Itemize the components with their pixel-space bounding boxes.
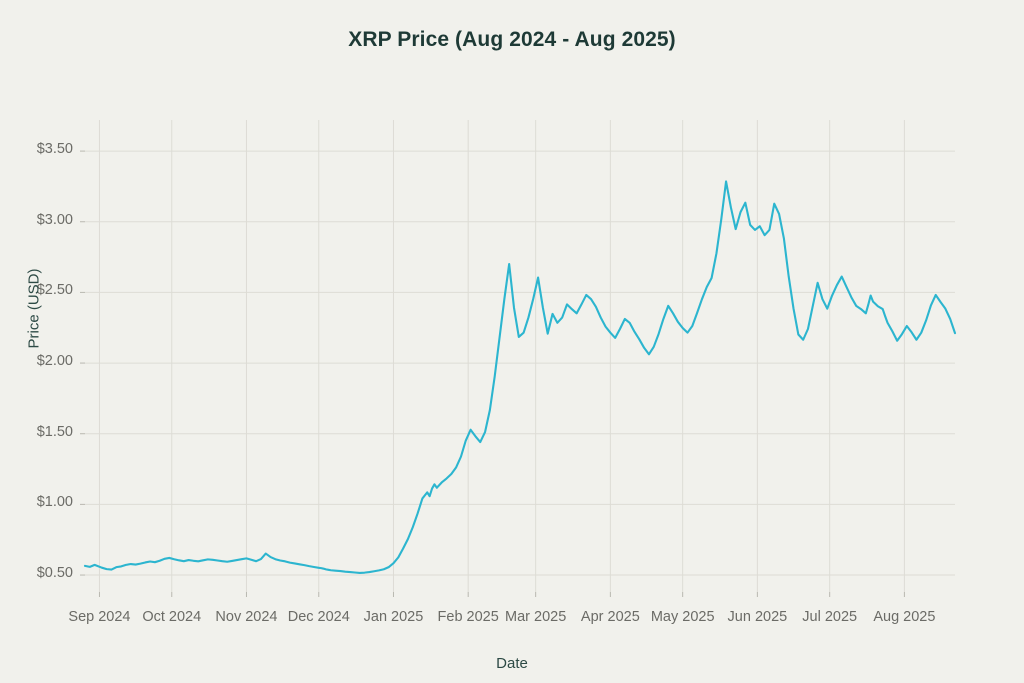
x-tick-label: Jul 2025 <box>802 609 858 625</box>
x-axis-title: Date <box>496 655 528 672</box>
y-axis-title: Price (USD) <box>25 268 43 349</box>
x-tick-label: Sep 2024 <box>68 609 131 625</box>
y-tick-label: $1.00 <box>36 494 73 511</box>
x-tick-label: Oct 2024 <box>142 609 202 625</box>
x-tick-label: Dec 2024 <box>287 609 350 625</box>
y-tick-label: $1.50 <box>36 423 73 440</box>
x-tick-label: May 2025 <box>650 609 715 625</box>
y-tick-label: $2.50 <box>36 282 73 299</box>
x-tick-label: Jan 2025 <box>363 609 424 625</box>
price-line-series <box>83 180 957 574</box>
x-tick-label: Mar 2025 <box>505 609 567 625</box>
x-gridlines <box>98 120 905 592</box>
x-tick-label: Aug 2025 <box>873 609 936 625</box>
y-tick-label: $3.50 <box>36 141 73 158</box>
y-gridlines <box>85 150 955 576</box>
chart-title: XRP Price (Aug 2024 - Aug 2025) <box>348 28 676 51</box>
x-tick-label: Nov 2024 <box>215 609 278 625</box>
y-tick-label: $3.00 <box>36 211 73 228</box>
y-tick-label: $0.50 <box>36 565 73 582</box>
x-tick-label: Jun 2025 <box>727 609 788 625</box>
y-tick-marks <box>80 150 85 576</box>
y-tick-label: $2.00 <box>36 353 73 370</box>
x-tick-label: Apr 2025 <box>580 609 640 625</box>
x-tick-marks <box>98 592 905 597</box>
x-tick-label: Feb 2025 <box>437 609 499 625</box>
